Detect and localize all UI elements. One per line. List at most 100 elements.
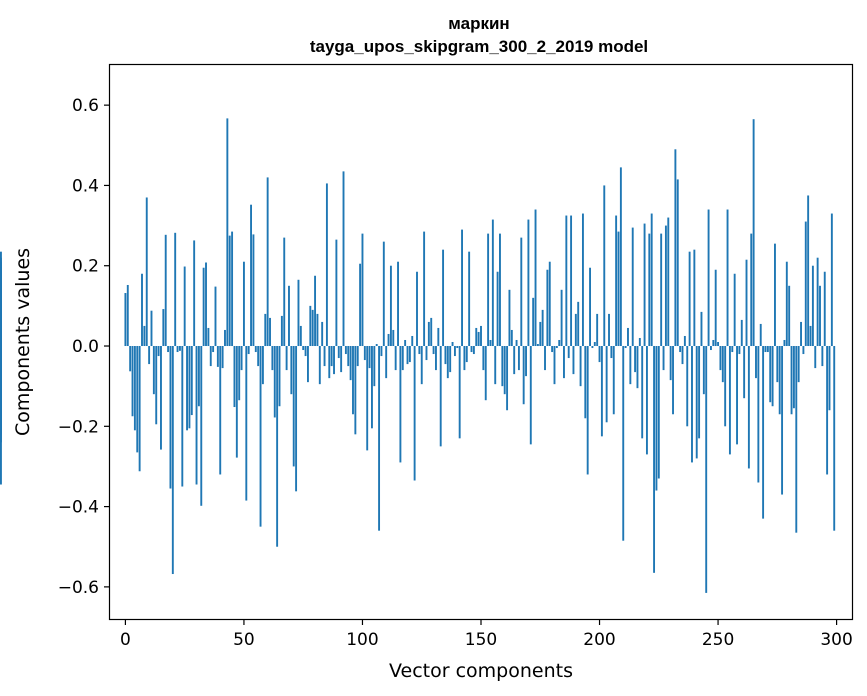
bar-247: [710, 346, 712, 351]
bar-259: [738, 346, 741, 355]
bar-157: [496, 271, 499, 347]
bar-166: [517, 346, 520, 371]
bar-200: [598, 346, 601, 363]
bar-231: [672, 346, 674, 415]
bar-298: [830, 213, 833, 347]
bar-18: [167, 346, 170, 353]
bar-142: [461, 229, 463, 347]
bar-119: [406, 346, 409, 365]
bar-100: [361, 233, 364, 347]
bar-230: [669, 346, 672, 381]
bar-60: [266, 177, 269, 347]
bar-217: [638, 337, 641, 347]
bar-285: [800, 321, 802, 347]
bar-287: [804, 221, 807, 347]
bar-159: [501, 346, 504, 387]
bar-179: [548, 261, 551, 347]
bar-41: [221, 346, 224, 369]
bar-292: [816, 257, 819, 347]
y-axis-title: Components values: [12, 248, 34, 436]
bar-164: [513, 346, 516, 375]
bar-282: [792, 346, 795, 409]
bar-47: [235, 346, 238, 458]
bar-262: [745, 259, 748, 347]
bar-46: [233, 346, 236, 408]
bar-93: [344, 346, 347, 355]
bar-275: [776, 346, 779, 383]
bar-10: [148, 346, 151, 365]
bar-152: [484, 346, 487, 401]
bar-145: [468, 251, 471, 347]
bar-115: [397, 261, 399, 347]
bar-69: [288, 285, 290, 347]
bar-270: [764, 346, 767, 353]
bar-294: [821, 346, 824, 367]
bar-168: [522, 346, 525, 405]
bar-240: [693, 249, 696, 347]
bar-257: [733, 273, 736, 347]
bar-211: [624, 346, 627, 349]
bar-213: [629, 346, 632, 385]
chart-title: маркин: [448, 14, 509, 33]
bar-111: [387, 333, 390, 347]
bar-81: [316, 313, 319, 347]
bar-218: [641, 346, 644, 439]
bar-24: [181, 346, 184, 487]
bar-146: [470, 346, 473, 353]
bar-281: [790, 346, 793, 415]
bar-40: [219, 346, 222, 475]
chart-subtitle: tayga_upos_skipgram_300_2_2019 model: [310, 37, 648, 56]
bar-220: [645, 346, 648, 455]
bar-184: [560, 289, 563, 347]
bar-141: [458, 346, 461, 439]
bar-219: [643, 223, 646, 347]
bar-38: [214, 286, 217, 347]
bar-116: [399, 346, 402, 463]
bar-101: [363, 346, 366, 361]
bar-79: [311, 309, 314, 347]
bar-62: [271, 346, 274, 371]
bar-173: [534, 209, 537, 347]
bar-253: [724, 346, 727, 427]
bar-26: [186, 346, 188, 431]
bar-15: [160, 346, 162, 450]
bar-232: [674, 149, 677, 347]
bar-196: [589, 267, 591, 347]
bar-19: [169, 346, 172, 489]
bar-255: [728, 346, 731, 455]
bar-154: [489, 339, 492, 347]
bar-278: [783, 339, 786, 347]
bar-59: [264, 313, 267, 347]
bar-57: [259, 346, 262, 527]
bar-242: [698, 346, 701, 439]
bar-14: [157, 346, 160, 357]
x-axis-title: Vector components: [389, 660, 573, 682]
bar-225: [657, 346, 660, 479]
bar-123: [416, 271, 418, 347]
bar-99: [359, 263, 362, 347]
bar-186: [565, 215, 568, 347]
bar-177: [544, 346, 546, 371]
bar-150: [480, 325, 482, 347]
bar-0: [124, 293, 127, 347]
bar-267: [757, 346, 760, 483]
bar-52: [247, 346, 250, 355]
bar-96: [352, 346, 354, 415]
bar-2: [129, 346, 132, 372]
bar-98: [356, 346, 359, 367]
bar-280: [788, 285, 791, 347]
bar-256: [731, 346, 734, 353]
bar-32: [200, 346, 203, 506]
bar-4: [133, 346, 136, 431]
bar-221: [648, 233, 651, 347]
bar-208: [617, 231, 620, 347]
bar-106: [375, 344, 378, 347]
bar-90: [337, 346, 340, 359]
bar-7: [141, 273, 143, 347]
bar-276: [778, 346, 781, 415]
bar-289: [809, 325, 812, 347]
bar-163: [510, 329, 513, 347]
bar-286: [802, 346, 805, 355]
y-tick-label: −0.6: [58, 578, 99, 598]
bar-250: [717, 342, 720, 347]
